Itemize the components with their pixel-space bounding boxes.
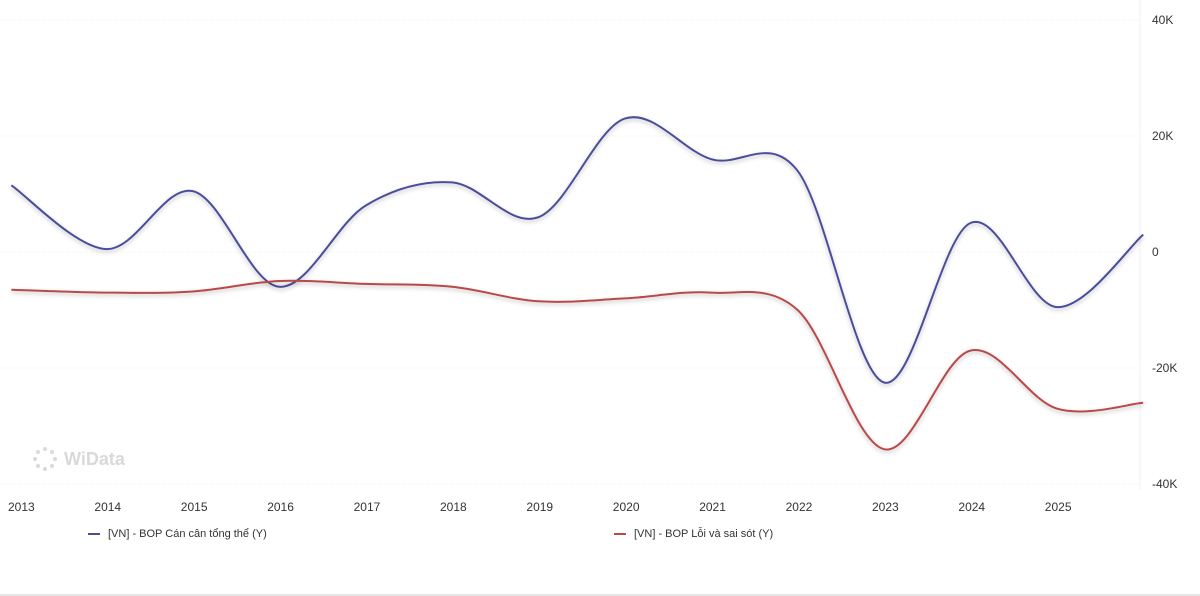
x-tick-label: 2015 (181, 500, 208, 514)
legend-item-overall-balance[interactable]: [VN] - BOP Cán cân tổng thể (Y) (88, 528, 267, 540)
series-line-overall-balance (10, 116, 1144, 384)
x-tick-label: 2017 (354, 500, 381, 514)
watermark-text: WiData (64, 448, 125, 469)
y-tick-label: -20K (1152, 361, 1177, 375)
series-line-errors-omissions (11, 279, 1144, 451)
x-tick-label: 2021 (699, 500, 726, 514)
x-tick-label: 2016 (267, 500, 294, 514)
bottom-divider (0, 594, 1200, 596)
x-tick-label: 2013 (8, 500, 35, 514)
widata-logo-icon (33, 447, 57, 471)
legend-label-errors-omissions: [VN] - BOP Lỗi và sai sót (Y) (634, 528, 774, 540)
y-tick-label: 0 (1152, 245, 1159, 259)
legend-swatch-errors-omissions (614, 533, 626, 535)
y-tick-label: 20K (1152, 129, 1173, 143)
x-tick-label: 2022 (786, 500, 813, 514)
legend-label-overall-balance: [VN] - BOP Cán cân tổng thể (Y) (108, 528, 267, 540)
x-tick-label: 2025 (1045, 500, 1072, 514)
legend-item-errors-omissions[interactable]: [VN] - BOP Lỗi và sai sót (Y) (614, 528, 773, 540)
watermark: WiData (32, 446, 125, 472)
y-tick-label: -40K (1152, 477, 1177, 491)
legend-swatch-overall-balance (88, 533, 100, 535)
line-chart: 40K 20K 0 -20K -40K 2013 2014 2015 2016 2017 2018 2… (0, 0, 1177, 514)
x-tick-label: 2014 (94, 500, 121, 514)
x-tick-label: 2020 (613, 500, 640, 514)
x-tick-label: 2018 (440, 500, 467, 514)
y-tick-label: 40K (1152, 13, 1173, 27)
x-tick-label: 2023 (872, 500, 899, 514)
x-tick-label: 2019 (526, 500, 553, 514)
legend: [VN] - BOP Cán cân tổng thể (Y) [VN] - B… (0, 528, 1200, 548)
x-tick-label: 2024 (958, 500, 985, 514)
